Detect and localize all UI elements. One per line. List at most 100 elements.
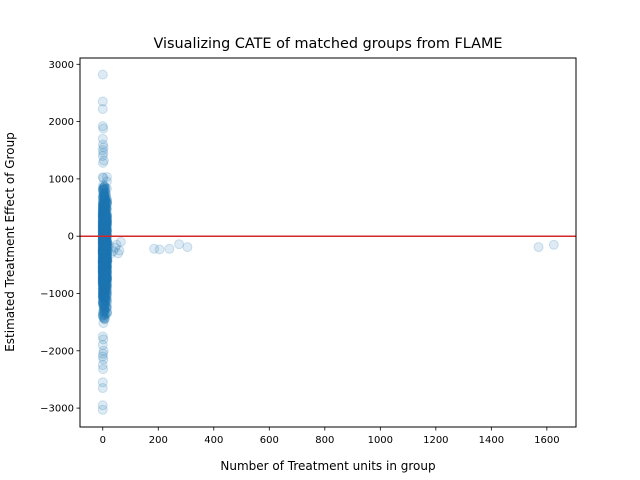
cluster-point [98, 246, 109, 257]
cluster-point [99, 224, 110, 235]
cluster-point [101, 229, 112, 240]
cluster-point [98, 250, 109, 261]
cluster-point [98, 254, 109, 265]
cluster-point [101, 217, 112, 228]
cluster-point [100, 202, 111, 213]
cluster-point [98, 283, 109, 294]
cluster-point [98, 283, 109, 294]
cluster-point [101, 281, 112, 291]
cluster-point [99, 284, 110, 295]
cluster-point [97, 221, 108, 232]
cluster-point [100, 273, 111, 284]
cluster-point [101, 287, 112, 298]
cluster-point [99, 270, 110, 281]
cluster-point [97, 244, 108, 255]
data-points [97, 69, 559, 415]
cluster-point [98, 225, 109, 236]
cluster-point [99, 217, 110, 228]
cluster-point [101, 245, 112, 256]
cluster-point [99, 229, 110, 240]
cluster-point [101, 218, 112, 229]
cluster-point [99, 271, 110, 282]
cluster-point [97, 248, 108, 259]
cluster-point [98, 272, 109, 283]
cluster-point [99, 255, 110, 266]
cluster-point [98, 251, 109, 262]
cluster-point [100, 279, 111, 290]
cluster-point [99, 241, 110, 252]
data-point [101, 252, 112, 263]
cluster-point [98, 263, 109, 274]
cluster-point [101, 215, 112, 226]
cluster-point [101, 208, 112, 219]
data-point [98, 123, 109, 134]
cluster-point [99, 220, 110, 231]
cluster-point [98, 211, 109, 222]
cluster-point [97, 260, 108, 271]
cluster-point [100, 284, 111, 295]
cluster-point [99, 262, 110, 273]
cluster-point [99, 257, 110, 268]
cluster-point [99, 217, 110, 228]
cluster-point [98, 282, 109, 293]
cluster-point [99, 262, 110, 273]
cluster-point [97, 263, 108, 274]
cluster-point [99, 213, 110, 224]
cluster-point [101, 272, 112, 283]
cluster-point [99, 258, 110, 269]
cluster-point [98, 261, 109, 272]
cluster-point [100, 260, 111, 271]
cluster-point [100, 262, 111, 273]
cluster-point [98, 245, 109, 256]
cluster-point [100, 201, 111, 212]
cluster-point [99, 212, 110, 223]
cluster-point [99, 199, 110, 210]
cluster-point [99, 237, 110, 248]
cluster-point [98, 265, 109, 276]
cluster-point [98, 288, 109, 299]
cluster-point [101, 272, 112, 283]
cluster-point [98, 274, 109, 285]
cluster-point [98, 252, 109, 263]
cluster-point [99, 220, 110, 231]
cluster-point [99, 237, 110, 248]
cluster-point [98, 275, 109, 286]
cluster-point [98, 232, 109, 243]
cluster-point [97, 245, 108, 256]
cluster-point [101, 279, 112, 290]
cluster-point [97, 209, 108, 220]
cluster-point [101, 191, 112, 202]
cluster-point [98, 270, 109, 281]
cluster-point [98, 212, 109, 223]
cluster-point [98, 244, 109, 255]
cluster-point [99, 195, 110, 206]
cluster-point [98, 257, 109, 268]
cluster-point [99, 194, 110, 205]
cluster-point [100, 237, 111, 248]
cluster-point [98, 220, 109, 231]
cluster-point [101, 294, 112, 305]
cluster-point [100, 234, 111, 245]
cluster-point [98, 312, 109, 323]
cluster-point [98, 183, 109, 194]
cluster-point [98, 242, 109, 253]
cluster-point [99, 250, 110, 261]
cluster-point [101, 275, 112, 286]
cluster-point [101, 227, 112, 238]
cluster-point [99, 215, 110, 226]
cluster-point [101, 293, 112, 304]
cluster-point [99, 220, 110, 231]
cluster-point [98, 218, 109, 229]
cluster-point [99, 240, 110, 251]
cluster-point [99, 276, 110, 287]
cluster-point [99, 234, 110, 245]
cluster-point [98, 201, 109, 212]
cluster-point [98, 279, 109, 290]
cluster-point [99, 272, 110, 283]
cluster-point [99, 269, 110, 280]
cluster-point [97, 255, 108, 266]
cluster-point [100, 282, 111, 293]
cluster-point [97, 271, 108, 282]
cluster-point [101, 251, 112, 262]
cluster-point [100, 273, 111, 284]
